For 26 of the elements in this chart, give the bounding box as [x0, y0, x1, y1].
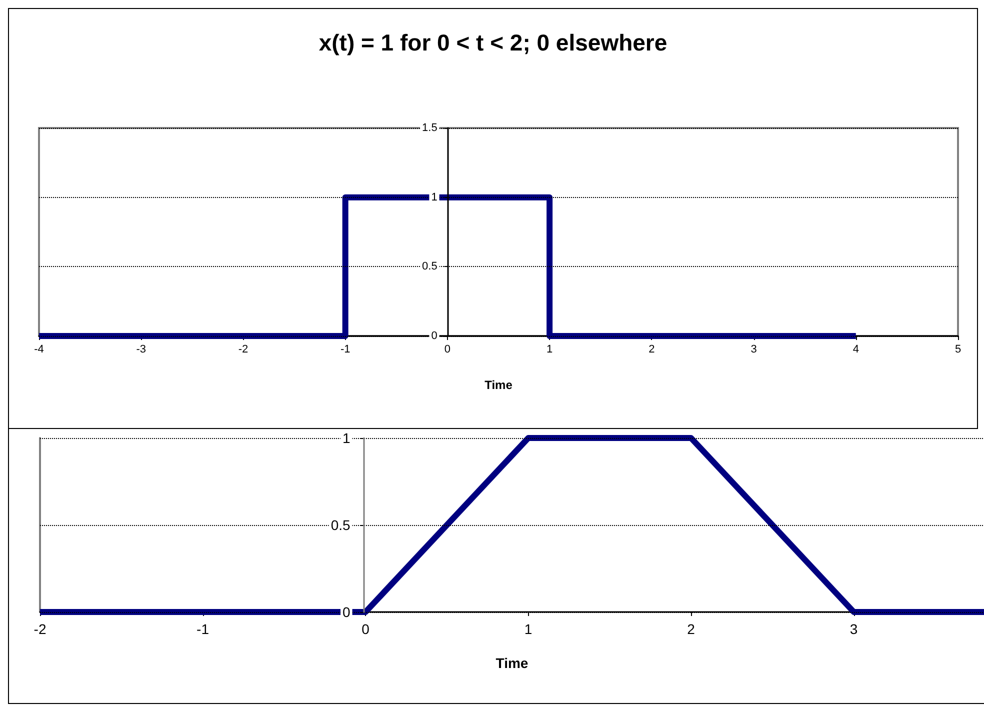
x-tick-label: -2 — [238, 344, 248, 356]
y-tick-label: 0.5 — [330, 517, 350, 533]
x-tick-label: 2 — [687, 621, 696, 637]
x-tick-label: 3 — [850, 621, 858, 637]
x-tick-label: -3 — [136, 344, 146, 356]
x-tick-label: 1 — [546, 344, 553, 356]
y-tick-label: 1 — [342, 430, 350, 446]
x-tick-label: 1 — [524, 621, 532, 637]
y-tick-label: 0.5 — [422, 260, 438, 273]
y-tick-label: 0 — [342, 604, 350, 620]
x-tick-label: 0 — [362, 621, 370, 637]
y-tick-label: 1 — [431, 191, 438, 204]
x-axis-title: Time — [496, 655, 528, 671]
y-tick-label: 1.5 — [422, 122, 438, 134]
x-tick-label: 4 — [852, 344, 859, 356]
x-tick-label: 5 — [954, 344, 962, 356]
x-tick-label: 3 — [750, 344, 757, 356]
x-tick-label: -1 — [340, 344, 350, 356]
x-tick-label: -4 — [34, 344, 44, 356]
x-tick-label: -1 — [196, 621, 210, 637]
y-tick-label: 0 — [431, 330, 438, 342]
x-tick-label: 2 — [648, 344, 655, 356]
x-tick-label: 0 — [444, 344, 451, 356]
x-tick-label: -2 — [34, 621, 46, 637]
x-axis-title: Time — [484, 378, 513, 392]
chart-title: x(t) = 1 for 0 < t < 2; 0 elsewhere — [318, 30, 668, 56]
